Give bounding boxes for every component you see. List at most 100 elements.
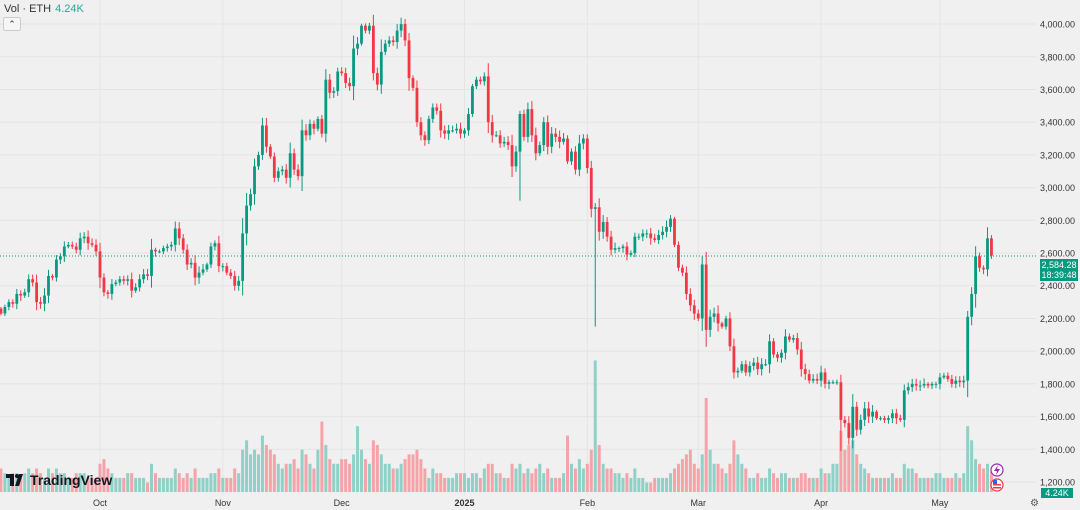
candle-body — [161, 248, 165, 252]
candle-body — [855, 406, 859, 430]
candle-body — [336, 71, 340, 92]
candle-body — [51, 275, 54, 278]
volume-bar — [276, 463, 280, 492]
volume-bar — [288, 463, 292, 492]
volume-bar — [459, 473, 463, 492]
volume-bar — [696, 468, 700, 492]
volume-bar — [478, 477, 482, 492]
tradingview-logo[interactable]: TradingView — [6, 472, 112, 488]
volume-bar — [502, 477, 506, 492]
candle-body — [3, 307, 7, 314]
volume-bar — [657, 477, 661, 492]
volume-bar — [419, 459, 423, 492]
candle-body — [938, 377, 942, 384]
volume-bar — [486, 463, 490, 492]
price-tick-label: 4,000.00 — [1040, 20, 1075, 30]
settings-gear-icon[interactable]: ⚙ — [1030, 498, 1039, 509]
candle-body — [756, 362, 760, 370]
volume-bar — [752, 477, 756, 492]
volume-bar — [974, 459, 978, 492]
volume-bar — [879, 477, 883, 492]
candle-body — [375, 73, 379, 85]
candle-body — [181, 238, 185, 250]
volume-bar — [918, 477, 922, 492]
volume-bar — [102, 459, 106, 492]
candle-body — [237, 280, 241, 286]
candle-body — [617, 248, 621, 250]
volume-bar — [617, 473, 621, 492]
volume-bar — [62, 473, 66, 492]
candle-body — [165, 246, 169, 249]
time-tick-label: Oct — [93, 498, 108, 508]
candle-body — [518, 114, 522, 152]
candle-body — [241, 233, 245, 281]
volume-bar — [157, 477, 161, 492]
volume-bar — [621, 477, 625, 492]
volume-bar — [807, 477, 811, 492]
volume-bar — [680, 459, 684, 492]
volume-bar — [379, 454, 383, 492]
us-flag-icon[interactable] — [990, 478, 1004, 492]
candle-body — [653, 238, 657, 240]
volume-bar — [593, 360, 597, 492]
candle-body — [379, 51, 383, 85]
candle-body — [288, 153, 292, 178]
candle-body — [851, 406, 855, 438]
candle-body — [94, 244, 98, 252]
candle-body — [352, 48, 355, 87]
volume-bar — [672, 468, 676, 492]
events-icon[interactable] — [990, 463, 1004, 477]
volume-bar — [470, 473, 474, 492]
volume-bar — [613, 473, 617, 492]
candle-body — [130, 279, 134, 291]
candle-body — [946, 375, 950, 379]
volume-bar — [256, 454, 260, 492]
candle-body — [447, 130, 451, 134]
candle-body — [768, 341, 771, 365]
volume-bar — [494, 473, 498, 492]
volume-bar — [217, 468, 221, 492]
candle-body — [403, 24, 407, 41]
price-axis[interactable]: 1,200.00 1,400.00 1,600.00 1,800.00 2,000.00… — [1040, 20, 1075, 488]
current-price-label: 2,584.28 18:39:48 — [1040, 259, 1078, 281]
candle-body — [261, 125, 264, 155]
candle-body — [201, 269, 205, 273]
candle-body — [31, 279, 35, 283]
candle-body — [692, 305, 696, 314]
volume-bar — [526, 468, 530, 492]
candle-body — [795, 338, 799, 350]
candle-body — [649, 233, 653, 239]
volume-bar — [142, 477, 146, 492]
volume-bar — [566, 435, 570, 492]
volume-bar — [843, 449, 847, 492]
candle-body — [55, 259, 58, 278]
candle-body — [962, 380, 966, 383]
legend-value: 4.24K — [55, 3, 84, 15]
volume-bar — [692, 463, 696, 492]
volume-bar — [268, 449, 272, 492]
candle-body — [340, 71, 344, 74]
candle-body — [922, 383, 926, 386]
volume-bar — [46, 468, 50, 492]
collapse-legend-button[interactable]: ⌃ — [3, 17, 21, 31]
candle-body — [930, 383, 934, 386]
volume-bar — [463, 473, 467, 492]
volume-bar — [181, 477, 185, 492]
bar-countdown: 18:39:48 — [1041, 270, 1077, 280]
volume-bar — [280, 468, 284, 492]
volume-bar — [724, 473, 728, 492]
candle-body — [328, 79, 332, 93]
volume-bar — [819, 468, 823, 492]
time-axis[interactable]: Oct Nov Dec 2025 Feb Mar Apr May — [93, 498, 949, 508]
current-price: 2,584.28 — [1041, 260, 1077, 270]
candle-body — [831, 382, 835, 384]
candle-body — [867, 408, 871, 417]
candle-body — [978, 256, 981, 268]
volume-bar — [332, 463, 336, 492]
candle-body — [467, 114, 470, 131]
volume-bar — [811, 477, 815, 492]
volume-bar — [875, 477, 879, 492]
candle-body — [787, 336, 791, 340]
candle-body — [550, 133, 554, 147]
